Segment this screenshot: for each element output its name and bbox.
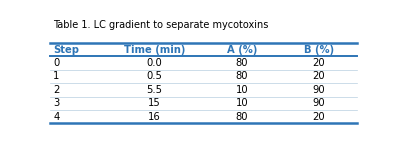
- Text: 15: 15: [148, 98, 161, 108]
- Text: Table 1. LC gradient to separate mycotoxins: Table 1. LC gradient to separate mycotox…: [53, 20, 268, 30]
- Text: 1: 1: [53, 71, 60, 81]
- Text: 80: 80: [236, 58, 248, 68]
- Text: 80: 80: [236, 112, 248, 122]
- Text: 20: 20: [312, 58, 325, 68]
- Text: 90: 90: [312, 98, 325, 108]
- Text: 5.5: 5.5: [146, 85, 162, 95]
- Text: 16: 16: [148, 112, 161, 122]
- Text: 2: 2: [53, 85, 60, 95]
- Text: 0.0: 0.0: [146, 58, 162, 68]
- Text: Time (min): Time (min): [123, 45, 185, 55]
- Text: 10: 10: [235, 98, 248, 108]
- Text: 90: 90: [312, 85, 325, 95]
- Text: Step: Step: [53, 45, 79, 55]
- Text: 0.5: 0.5: [146, 71, 162, 81]
- Text: 20: 20: [312, 71, 325, 81]
- Text: A (%): A (%): [227, 45, 257, 55]
- Text: 20: 20: [312, 112, 325, 122]
- Text: 4: 4: [53, 112, 60, 122]
- Text: 80: 80: [236, 71, 248, 81]
- Text: 3: 3: [53, 98, 60, 108]
- Text: 0: 0: [53, 58, 60, 68]
- Text: B (%): B (%): [304, 45, 334, 55]
- Text: 10: 10: [235, 85, 248, 95]
